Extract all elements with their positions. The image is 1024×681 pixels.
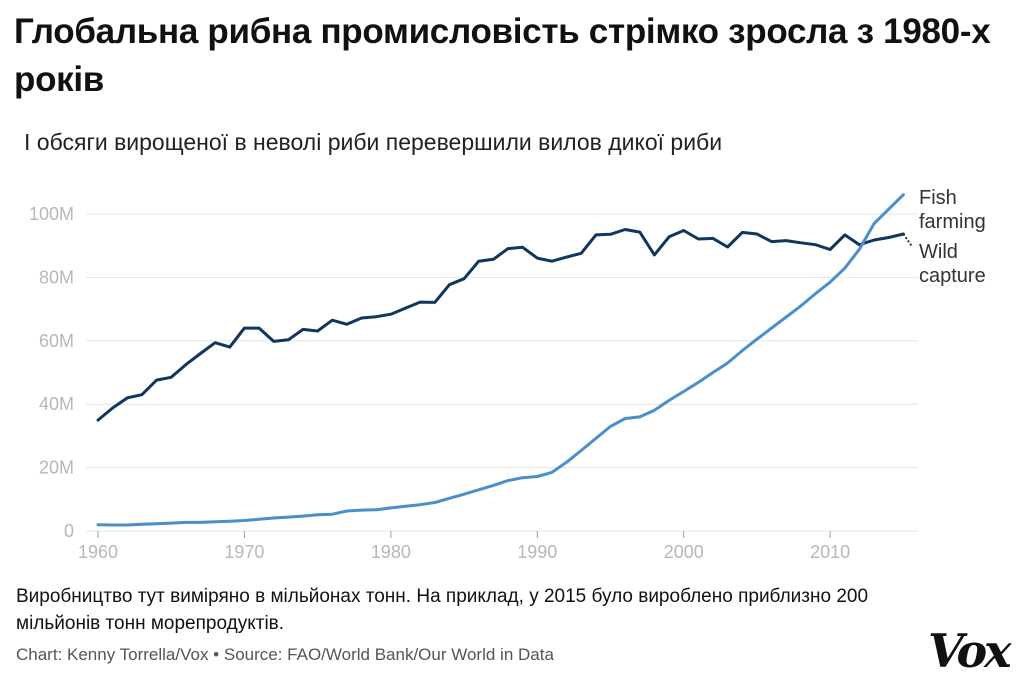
y-tick-label: 20M	[39, 458, 74, 478]
x-tick-label: 2010	[810, 542, 850, 562]
y-tick-label: 0	[64, 521, 74, 541]
x-tick-label: 1970	[224, 542, 264, 562]
y-tick-label: 40M	[39, 394, 74, 414]
x-tick-label: 1980	[371, 542, 411, 562]
fish-farming-line	[96, 193, 905, 527]
chart-credit: Chart: Kenny Torrella/Vox • Source: FAO/…	[16, 645, 554, 664]
wild-capture-line	[96, 228, 905, 422]
series-lines	[96, 193, 914, 527]
wild-capture-leader	[902, 233, 914, 248]
gridlines	[86, 213, 918, 532]
chart-subtitle: І обсяги вирощеної в неволі риби перевер…	[24, 129, 723, 155]
x-axis-ticks: 1960 1970 1980 1990 2000 2010	[78, 531, 850, 562]
x-tick-label: 1960	[78, 542, 118, 562]
fish-farming-label: Fish farming	[919, 187, 986, 233]
series-labels: Wild capture Fish farming	[919, 187, 986, 287]
chart-note: Виробництво тут виміряно в мільйонах тон…	[16, 586, 869, 634]
wild-capture-label: Wild capture	[919, 241, 986, 287]
chart-title: Глобальна рибна промисловість стрімко зр…	[14, 12, 991, 99]
y-tick-label: 100M	[29, 204, 74, 224]
y-tick-label: 80M	[39, 267, 74, 287]
x-tick-label: 1990	[517, 542, 557, 562]
x-tick-label: 2000	[664, 542, 704, 562]
y-axis-ticks: 0 20M 40M 60M 80M 100M	[29, 204, 74, 541]
vox-logo: Vox	[928, 624, 1012, 678]
y-tick-label: 60M	[39, 331, 74, 351]
